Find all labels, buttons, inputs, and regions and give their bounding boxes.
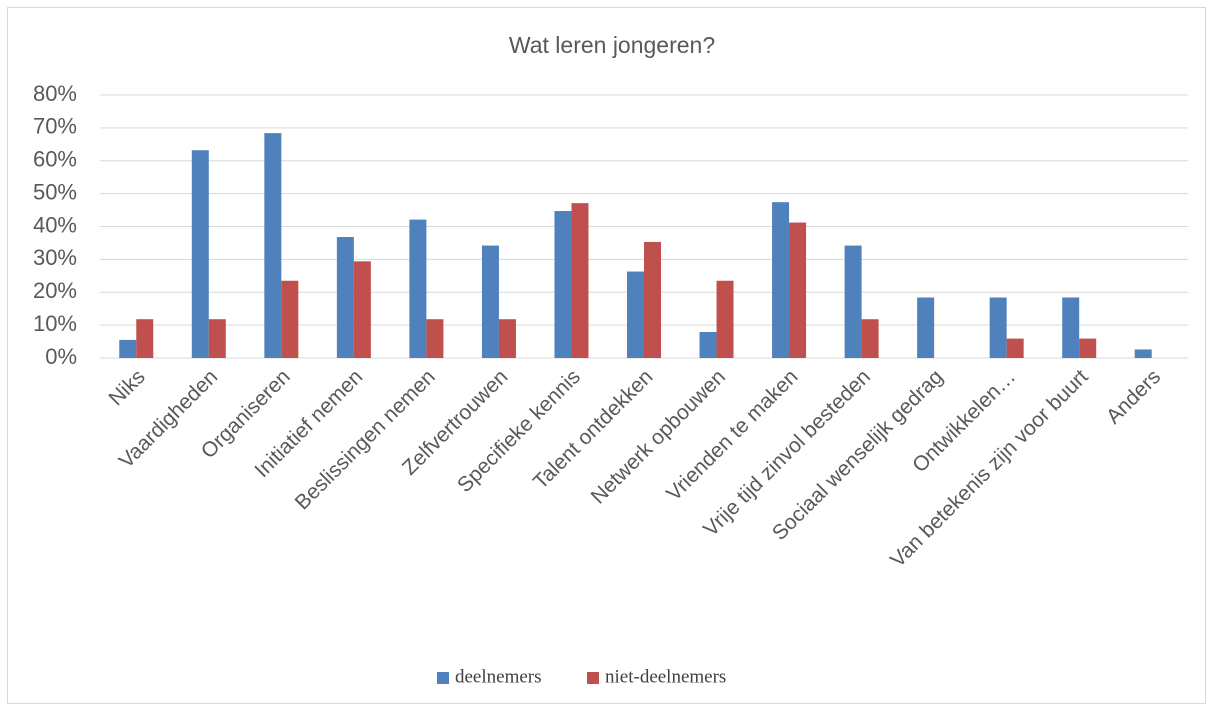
bar <box>208 319 226 358</box>
bar <box>789 222 807 358</box>
bar <box>571 203 589 358</box>
bar <box>844 245 862 358</box>
bar <box>699 332 717 358</box>
bar <box>191 150 209 358</box>
bar <box>119 339 137 358</box>
bar <box>554 211 572 358</box>
bar <box>861 319 879 358</box>
chart-title: Wat leren jongeren? <box>509 32 715 58</box>
bar <box>136 319 154 358</box>
bar <box>336 237 354 358</box>
bar <box>498 319 516 358</box>
bar <box>1134 349 1152 358</box>
y-tick-label: 60% <box>33 147 77 172</box>
y-tick-label: 10% <box>33 311 77 336</box>
legend-swatch <box>587 672 599 684</box>
y-tick-label: 80% <box>33 81 77 106</box>
y-tick-label: 40% <box>33 212 77 237</box>
bar <box>917 297 935 358</box>
bar <box>1006 338 1024 358</box>
legend-label: deelnemers <box>455 666 542 687</box>
bar <box>426 319 444 358</box>
legend-label: niet-deelnemers <box>605 666 726 687</box>
legend-swatch <box>437 672 449 684</box>
bar <box>1079 338 1097 358</box>
y-tick-label: 20% <box>33 278 77 303</box>
bar <box>627 271 644 358</box>
bar <box>989 297 1007 358</box>
bar <box>481 245 499 358</box>
bar <box>353 261 371 358</box>
bar <box>644 241 661 358</box>
y-tick-label: 50% <box>33 179 77 204</box>
bar <box>1062 297 1080 358</box>
y-tick-label: 0% <box>45 344 77 369</box>
bar <box>409 219 427 358</box>
bar <box>716 280 734 358</box>
y-tick-label: 70% <box>33 114 77 139</box>
bar <box>281 280 299 358</box>
bar <box>264 133 282 358</box>
bar <box>772 202 790 358</box>
y-tick-label: 30% <box>33 245 77 270</box>
chart-border <box>7 7 1206 704</box>
